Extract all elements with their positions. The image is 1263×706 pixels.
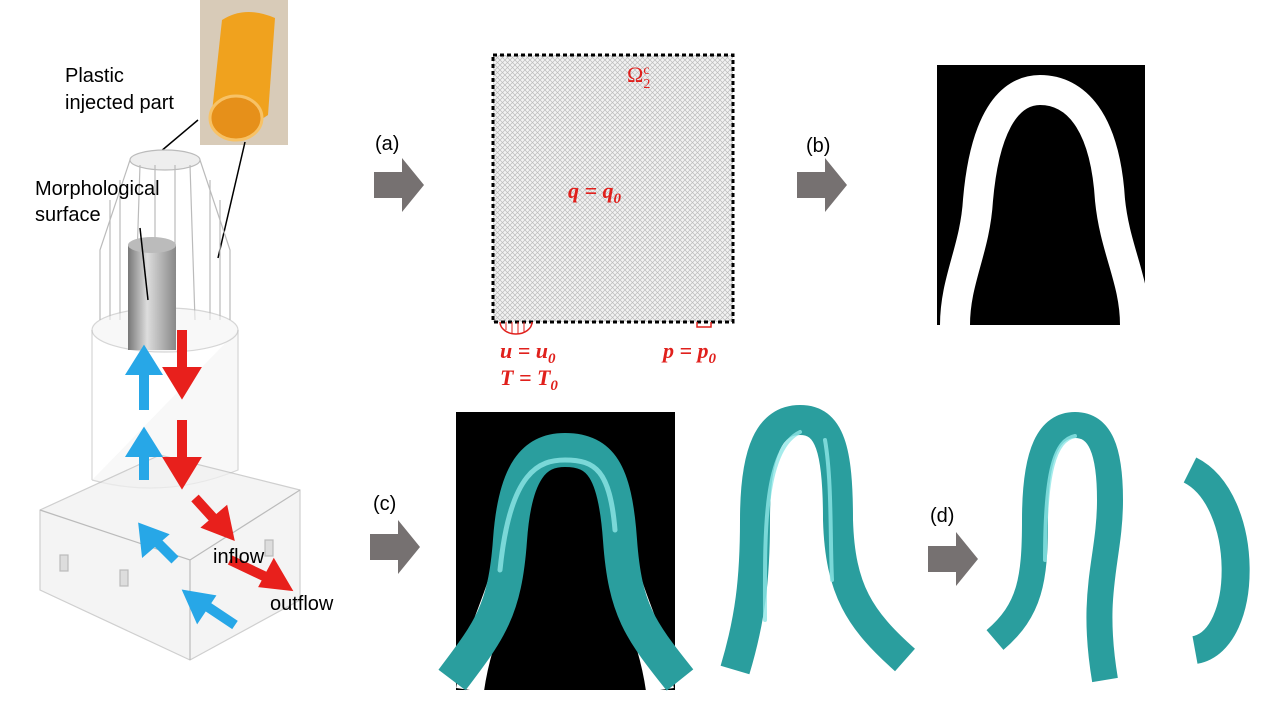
subscript: 0 xyxy=(614,191,622,207)
eq-text: T = T xyxy=(500,365,552,390)
morphological-surface xyxy=(128,237,176,350)
eq-text: p = p xyxy=(661,338,709,363)
label: Plastic injected part xyxy=(65,65,174,114)
label-line: Plastic xyxy=(65,65,124,87)
step-label: (d) xyxy=(930,505,954,527)
step-label: (c) xyxy=(373,493,396,515)
subscript: 0 xyxy=(709,351,717,367)
extracted-channel xyxy=(452,412,680,690)
optimized-density xyxy=(937,65,1145,325)
channel-3d xyxy=(735,420,905,670)
subscript: 2 xyxy=(643,77,650,92)
label: inflow xyxy=(213,546,265,568)
step-label: (a) xyxy=(375,133,399,155)
label-line: surface xyxy=(35,204,101,226)
leader xyxy=(218,142,245,258)
label: Morphological surface xyxy=(35,178,160,226)
equation: T = T0 xyxy=(500,365,558,394)
label: outflow xyxy=(270,593,334,615)
label-line: Morphological xyxy=(35,178,160,200)
subscript: 0 xyxy=(550,378,558,394)
eq-text: q = q xyxy=(568,178,614,203)
eq-text: u = u xyxy=(500,338,548,363)
equation: u = u0 xyxy=(500,338,556,367)
photo xyxy=(200,0,288,145)
channel-split xyxy=(995,425,1236,680)
step-label: (b) xyxy=(806,135,830,157)
equation: q = q0 xyxy=(568,178,622,207)
superscript: c xyxy=(643,63,649,78)
figure: Plastic injected part Morphological surfac… xyxy=(0,0,1263,706)
label-line: injected part xyxy=(65,92,174,114)
leader xyxy=(160,120,198,152)
symbol: Ω xyxy=(627,62,643,87)
equation: p = p0 xyxy=(661,338,717,367)
